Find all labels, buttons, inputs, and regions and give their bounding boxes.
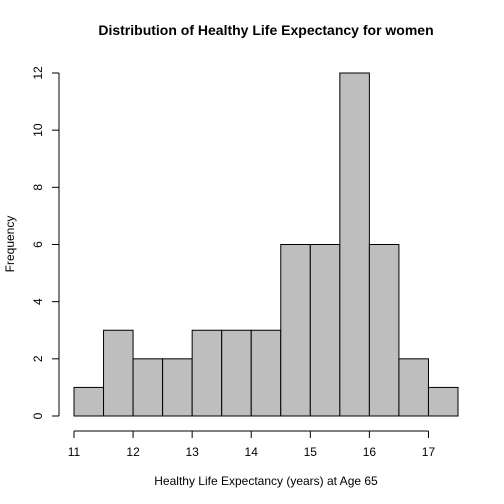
histogram-bar-3 xyxy=(162,358,193,417)
x-tick-label-17: 17 xyxy=(422,445,436,459)
y-tick-label-4: 4 xyxy=(31,298,45,305)
x-tick-label-11: 11 xyxy=(68,445,81,459)
histogram-bar-1 xyxy=(103,329,134,417)
histogram-bar-6 xyxy=(250,329,282,417)
histogram-bar-5 xyxy=(221,329,252,417)
y-tick-label-6: 6 xyxy=(31,241,45,248)
y-tick-label-8: 8 xyxy=(31,184,45,191)
y-tick-label-12: 12 xyxy=(31,66,45,80)
histogram-bar-7 xyxy=(280,244,311,417)
x-axis: 11 12 13 14 15 16 17 xyxy=(68,430,436,459)
x-tick-label-13: 13 xyxy=(185,445,199,459)
y-tick-label-0: 0 xyxy=(31,412,45,419)
x-tick-label-16: 16 xyxy=(363,445,377,459)
histogram-bar-0 xyxy=(73,386,105,417)
x-tick-label-12: 12 xyxy=(126,445,140,459)
y-tick-label-2: 2 xyxy=(31,355,45,362)
x-tick-label-14: 14 xyxy=(245,445,259,459)
histogram-bar-4 xyxy=(191,329,223,417)
histogram-bar-8 xyxy=(309,244,341,417)
histogram-bar-9 xyxy=(339,72,370,417)
chart-title: Distribution of Healthy Life Expectancy … xyxy=(98,22,433,38)
histogram-bar-10 xyxy=(368,244,400,417)
histogram-bar-2 xyxy=(132,358,164,417)
histogram-bar-12 xyxy=(427,386,459,417)
x-axis-label: Healthy Life Expectancy (years) at Age 6… xyxy=(154,474,378,488)
y-axis: 0 2 4 6 8 10 12 xyxy=(31,66,60,419)
x-tick-label-15: 15 xyxy=(304,445,318,459)
bars-group xyxy=(73,72,459,417)
histogram-bar-11 xyxy=(398,358,429,417)
y-tick-label-10: 10 xyxy=(31,123,45,137)
y-axis-label: Frequency xyxy=(3,216,17,273)
